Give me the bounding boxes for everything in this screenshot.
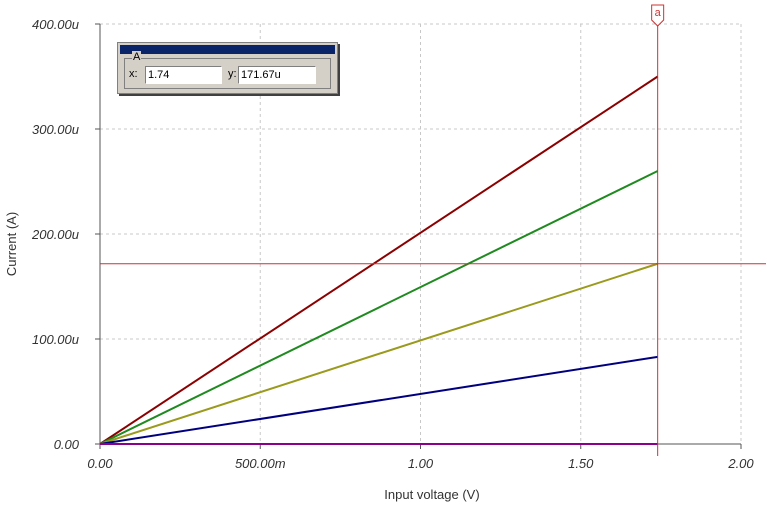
cursor[interactable]: a xyxy=(100,4,766,456)
tick-labels: 0.00 500.00m 1.00 1.50 2.00 0.00 100.00u 200.00… xyxy=(31,17,754,471)
x-axis-label: Input voltage (V) xyxy=(384,487,479,502)
y-field-label: y: xyxy=(228,68,237,80)
x-field-label: x: xyxy=(129,68,138,80)
cursor-flag xyxy=(651,4,665,27)
series-line-4 xyxy=(99,355,658,445)
cursor-group: A x: 1.74 y: 171.67u xyxy=(124,51,331,89)
cursor-readout-panel[interactable]: A x: 1.74 y: 171.67u xyxy=(117,42,338,94)
panel-titlebar[interactable] xyxy=(120,45,335,54)
y-tick-label: 300.00u xyxy=(32,122,79,137)
x-value-field[interactable]: 1.74 xyxy=(145,66,222,84)
y-tick-label: 400.00u xyxy=(32,17,79,32)
grid xyxy=(100,23,742,444)
x-tick-label: 1.00 xyxy=(408,456,434,471)
x-tick-label: 1.50 xyxy=(568,456,594,471)
y-axis-label: Current (A) xyxy=(4,212,19,276)
x-tick-label: 2.00 xyxy=(727,456,754,471)
x-tick-label: 500.00m xyxy=(235,456,286,471)
y-tick-label: 100.00u xyxy=(32,332,79,347)
series-line-1 xyxy=(99,75,659,445)
cursor-flag-label: a xyxy=(655,7,662,19)
series-line-3 xyxy=(99,262,658,445)
y-tick-label: 0.00 xyxy=(54,437,80,452)
series-group xyxy=(99,75,659,445)
y-tick-label: 200.00u xyxy=(31,227,79,242)
y-value-field[interactable]: 171.67u xyxy=(238,66,316,84)
series-line-2 xyxy=(99,170,659,445)
cursor-group-label: A xyxy=(132,51,142,63)
x-tick-label: 0.00 xyxy=(87,456,113,471)
